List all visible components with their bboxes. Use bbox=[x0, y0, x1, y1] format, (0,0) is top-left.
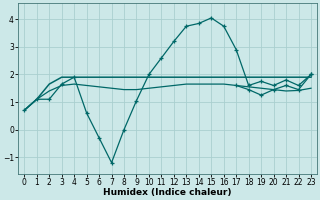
X-axis label: Humidex (Indice chaleur): Humidex (Indice chaleur) bbox=[103, 188, 232, 197]
